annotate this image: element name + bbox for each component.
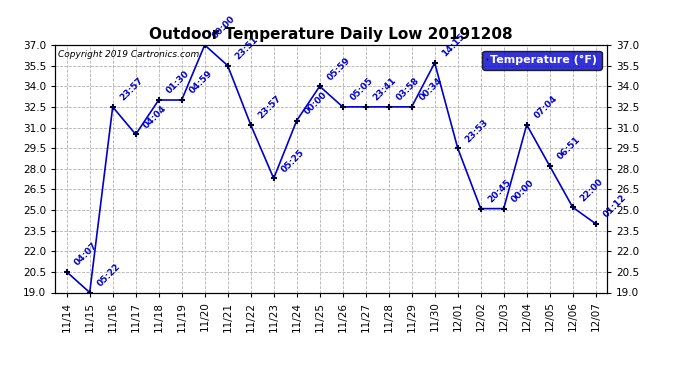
Text: 05:22: 05:22 <box>95 262 121 288</box>
Text: 05:25: 05:25 <box>279 148 306 174</box>
Text: 07:04: 07:04 <box>532 94 559 121</box>
Text: 06:51: 06:51 <box>555 135 582 162</box>
Text: 00:00: 00:00 <box>210 15 237 41</box>
Text: 05:05: 05:05 <box>348 76 375 103</box>
Text: 20:45: 20:45 <box>486 178 513 204</box>
Text: 03:58: 03:58 <box>394 76 421 103</box>
Text: 04:59: 04:59 <box>187 69 214 96</box>
Text: 00:00: 00:00 <box>509 178 535 204</box>
Text: 01:30: 01:30 <box>164 69 190 96</box>
Text: 23:51: 23:51 <box>233 35 260 62</box>
Text: Copyright 2019 Cartronics.com: Copyright 2019 Cartronics.com <box>58 50 199 59</box>
Text: 23:41: 23:41 <box>371 76 398 103</box>
Legend: Temperature (°F): Temperature (°F) <box>482 51 602 69</box>
Text: 04:04: 04:04 <box>141 104 168 130</box>
Text: 05:59: 05:59 <box>325 56 352 82</box>
Text: 00:00: 00:00 <box>302 90 328 117</box>
Text: 14:15: 14:15 <box>440 32 467 59</box>
Text: 23:57: 23:57 <box>118 76 145 103</box>
Text: 23:57: 23:57 <box>256 94 283 121</box>
Text: 23:53: 23:53 <box>463 117 490 144</box>
Text: 00:34: 00:34 <box>417 76 444 103</box>
Text: 01:12: 01:12 <box>601 193 628 220</box>
Text: 22:00: 22:00 <box>578 177 604 203</box>
Title: Outdoor Temperature Daily Low 20191208: Outdoor Temperature Daily Low 20191208 <box>150 27 513 42</box>
Text: 04:07: 04:07 <box>72 241 99 268</box>
